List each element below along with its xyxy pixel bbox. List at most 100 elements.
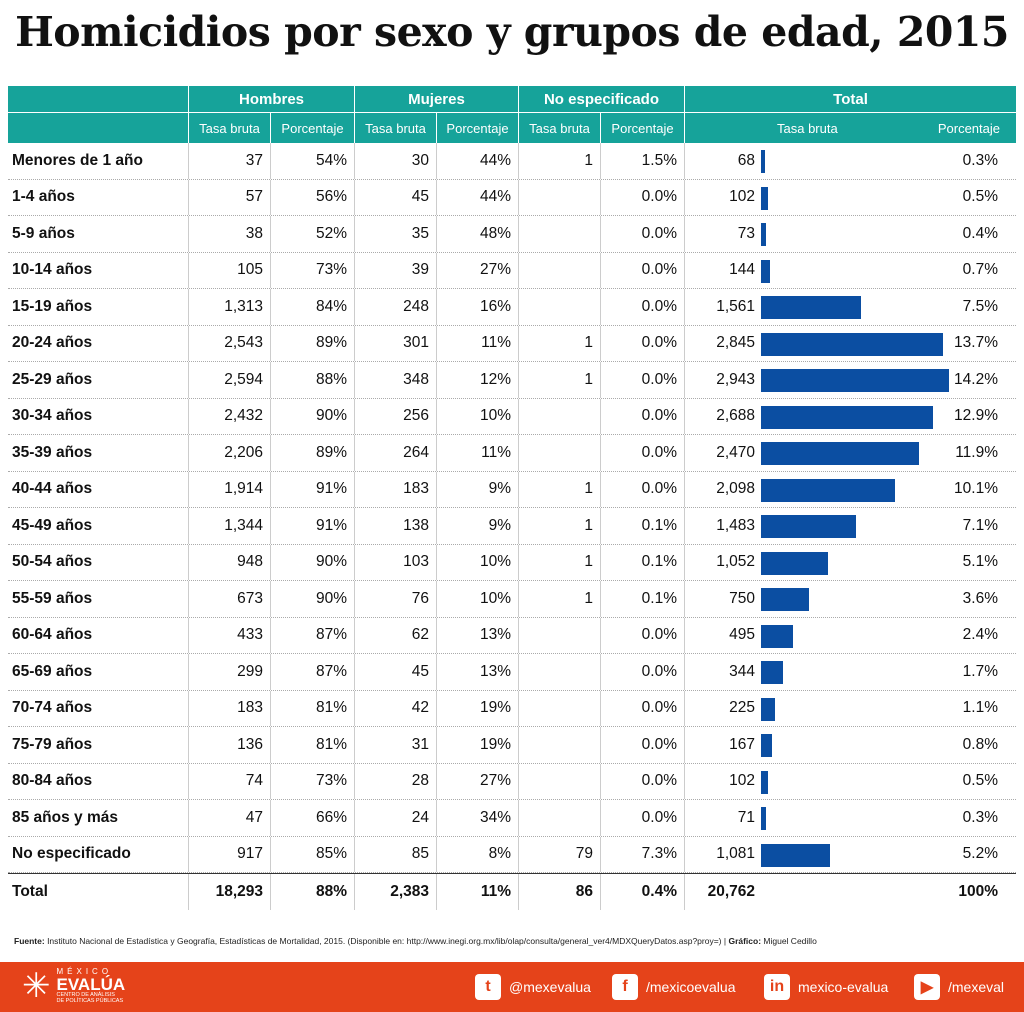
total-cell: 68 0.3% bbox=[684, 143, 1016, 179]
row-label: 75-79 años bbox=[12, 735, 93, 753]
total-value: 1,081 bbox=[716, 845, 755, 863]
total-cell: 2,470 11.9% bbox=[684, 435, 1016, 471]
total-percent: 0.7% bbox=[962, 261, 998, 279]
linkedin-icon: in bbox=[764, 974, 790, 1000]
total-percent: 0.5% bbox=[962, 188, 998, 206]
cell-np: 0.0% bbox=[600, 398, 684, 434]
cell-hp: 90% bbox=[270, 581, 354, 617]
cell-h: 74 bbox=[188, 763, 270, 799]
social-handle: /mexicoevalua bbox=[646, 979, 736, 995]
total-bar bbox=[761, 442, 919, 465]
social-facebook[interactable]: f/mexicoevalua bbox=[612, 974, 736, 1000]
total-cell: 73 0.4% bbox=[684, 216, 1016, 252]
cell-m: 183 bbox=[354, 471, 436, 507]
cell-h: 57 bbox=[188, 179, 270, 215]
total-value: 1,561 bbox=[716, 297, 755, 315]
cell-m: 348 bbox=[354, 362, 436, 398]
homicide-table: Hombres Mujeres No especificado Total Ta… bbox=[8, 86, 1016, 910]
cell-mp: 13% bbox=[436, 654, 518, 690]
cell-n: 1 bbox=[518, 143, 600, 179]
cell-m: 31 bbox=[354, 727, 436, 763]
cell-m: 35 bbox=[354, 216, 436, 252]
total-value: 167 bbox=[729, 735, 755, 753]
total-cell: 2,098 10.1% bbox=[684, 471, 1016, 507]
total-cell: 2,688 12.9% bbox=[684, 398, 1016, 434]
cell-n: 79 bbox=[518, 836, 600, 872]
cell-hp: 66% bbox=[270, 800, 354, 836]
row-label: 70-74 años bbox=[12, 699, 93, 717]
cell-mp: 19% bbox=[436, 727, 518, 763]
cell-hp: 87% bbox=[270, 654, 354, 690]
total-percent: 11.9% bbox=[955, 443, 998, 461]
cell-m: 28 bbox=[354, 763, 436, 799]
cell-h: 47 bbox=[188, 800, 270, 836]
cell-hp: 81% bbox=[270, 690, 354, 726]
cell-mp: 11% bbox=[436, 435, 518, 471]
cell-m: 301 bbox=[354, 325, 436, 361]
cell-m: 248 bbox=[354, 289, 436, 325]
total-value: 225 bbox=[729, 699, 755, 717]
total-percent: 7.1% bbox=[962, 516, 998, 534]
total-cell: 20,762 100% bbox=[684, 874, 1016, 910]
cell-n bbox=[518, 727, 600, 763]
social-linkedin[interactable]: in mexico-evalua bbox=[764, 974, 888, 1000]
cell-m: 42 bbox=[354, 690, 436, 726]
cell-mp: 44% bbox=[436, 179, 518, 215]
total-value: 2,098 bbox=[716, 480, 755, 498]
cell-np: 0.0% bbox=[600, 362, 684, 398]
total-cell: 144 0.7% bbox=[684, 252, 1016, 288]
total-cell: 167 0.8% bbox=[684, 727, 1016, 763]
total-percent: 13.7% bbox=[954, 334, 998, 352]
cell-hp: 56% bbox=[270, 179, 354, 215]
row-label: 45-49 años bbox=[12, 516, 93, 534]
social-twitter[interactable]: t @mexevalua bbox=[475, 974, 591, 1000]
cell-m: 76 bbox=[354, 581, 436, 617]
cell-hp: 73% bbox=[270, 763, 354, 799]
total-row: Total 18,293 88% 2,383 11% 86 0.4% 20,762 100% bbox=[8, 873, 1016, 910]
cell-mp: 34% bbox=[436, 800, 518, 836]
total-value: 144 bbox=[729, 261, 755, 279]
cell-mp: 48% bbox=[436, 216, 518, 252]
total-percent: 100% bbox=[958, 882, 998, 900]
row-label: 55-59 años bbox=[12, 589, 93, 607]
cell-n: 1 bbox=[518, 471, 600, 507]
total-percent: 0.8% bbox=[962, 735, 998, 753]
group-hombres: Hombres bbox=[188, 86, 354, 112]
table-row: 70-74 años 183 81% 42 19% 0.0% 225 1.1% bbox=[8, 690, 1016, 727]
cell-h: 2,543 bbox=[188, 325, 270, 361]
cell-h: 183 bbox=[188, 690, 270, 726]
cell-h: 433 bbox=[188, 617, 270, 653]
cell-hp: 54% bbox=[270, 143, 354, 179]
cell-hp: 89% bbox=[270, 325, 354, 361]
logo-sub2: DE POLÍTICAS PÚBLICAS bbox=[56, 997, 124, 1004]
total-percent: 0.4% bbox=[962, 224, 998, 242]
subheader-row: Tasa bruta Porcentaje Tasa bruta Porcentaje… bbox=[8, 113, 1016, 143]
cell-hp: 73% bbox=[270, 252, 354, 288]
subheader-5: Porcentaje bbox=[600, 113, 684, 143]
cell-mp: 19% bbox=[436, 690, 518, 726]
total-cell: 2,845 13.7% bbox=[684, 325, 1016, 361]
total-bar bbox=[761, 150, 766, 173]
subheader-1: Porcentaje bbox=[270, 113, 354, 143]
row-label: 5-9 años bbox=[12, 224, 75, 242]
youtube-icon: ▶ bbox=[914, 974, 940, 1000]
cell-n bbox=[518, 252, 600, 288]
cell-n bbox=[518, 179, 600, 215]
group-mujeres: Mujeres bbox=[354, 86, 518, 112]
cell-mp: 9% bbox=[436, 508, 518, 544]
cell-mp: 27% bbox=[436, 763, 518, 799]
cell-np: 0.0% bbox=[600, 179, 684, 215]
cell-n: 1 bbox=[518, 325, 600, 361]
cell-hp: 84% bbox=[270, 289, 354, 325]
table-row: 20-24 años 2,543 89% 301 11% 1 0.0% 2,845 13.7% bbox=[8, 325, 1016, 362]
source-note: Fuente: Instituto Nacional de Estadístic… bbox=[14, 936, 817, 946]
cell-n bbox=[518, 289, 600, 325]
cell-hp: 52% bbox=[270, 216, 354, 252]
cell-mp: 9% bbox=[436, 471, 518, 507]
social-youtube[interactable]: ▶ /mexeval bbox=[914, 974, 1004, 1000]
cell-n: 1 bbox=[518, 362, 600, 398]
row-label: 15-19 años bbox=[12, 297, 93, 315]
cell-mp: 11% bbox=[436, 325, 518, 361]
cell-h: 1,344 bbox=[188, 508, 270, 544]
total-value: 2,943 bbox=[716, 370, 755, 388]
